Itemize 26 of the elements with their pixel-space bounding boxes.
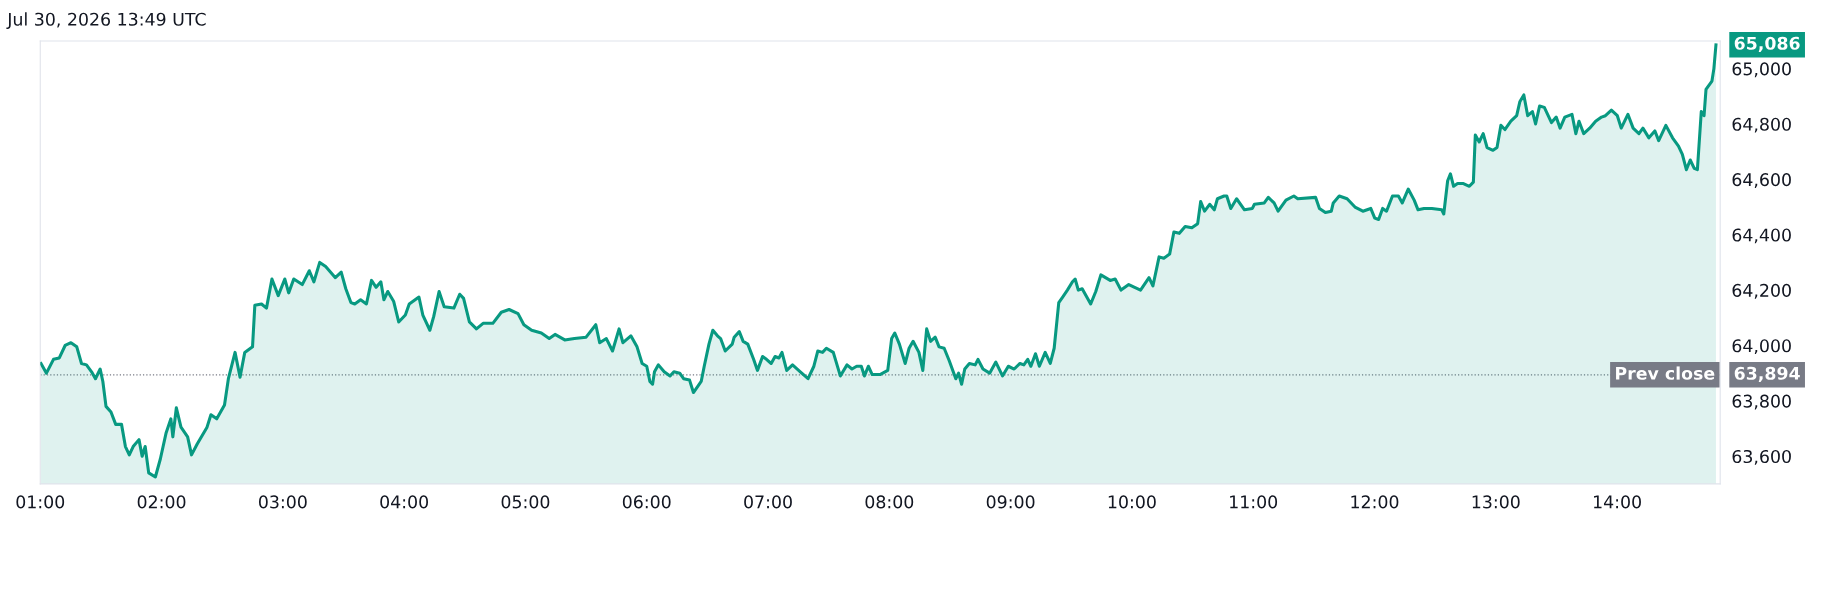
text: Jul 30, 2026 13:49 UTC (6, 12, 206, 30)
y-tick-label: 64,400 (1732, 228, 1791, 244)
y-tick-label: 64,200 (1732, 283, 1791, 299)
x-tick-label: 10:00 (1108, 495, 1156, 509)
text: 63,894 (1734, 366, 1800, 383)
x-tick-label: 14:00 (1593, 495, 1641, 509)
x-tick-label: 01:00 (16, 495, 65, 509)
x-tick-label: 03:00 (258, 495, 307, 509)
x-tick-label: 07:00 (744, 495, 792, 509)
y-tick-label: 65,000 (1732, 62, 1791, 78)
y-tick-label: 63,800 (1732, 394, 1791, 410)
x-tick-label: 04:00 (380, 495, 429, 509)
y-tick-label: 64,000 (1732, 339, 1791, 355)
text: 65,086 (1734, 36, 1800, 53)
y-tick-label: 64,600 (1732, 173, 1791, 188)
y-tick-label: 63,600 (1732, 449, 1791, 465)
x-tick-label: 02:00 (137, 495, 186, 509)
x-tick-label: 08:00 (865, 495, 914, 509)
x-tick-label: 11:00 (1230, 495, 1278, 509)
x-tick-label: 13:00 (1472, 495, 1520, 509)
y-tick-label: 64,800 (1732, 117, 1791, 133)
x-tick-label: 12:00 (1351, 495, 1399, 509)
ref-line-label: Prev close (1616, 366, 1715, 380)
x-tick-label: 09:00 (986, 495, 1035, 509)
x-tick-label: 06:00 (622, 495, 671, 509)
x-tick-label: 05:00 (501, 495, 550, 509)
